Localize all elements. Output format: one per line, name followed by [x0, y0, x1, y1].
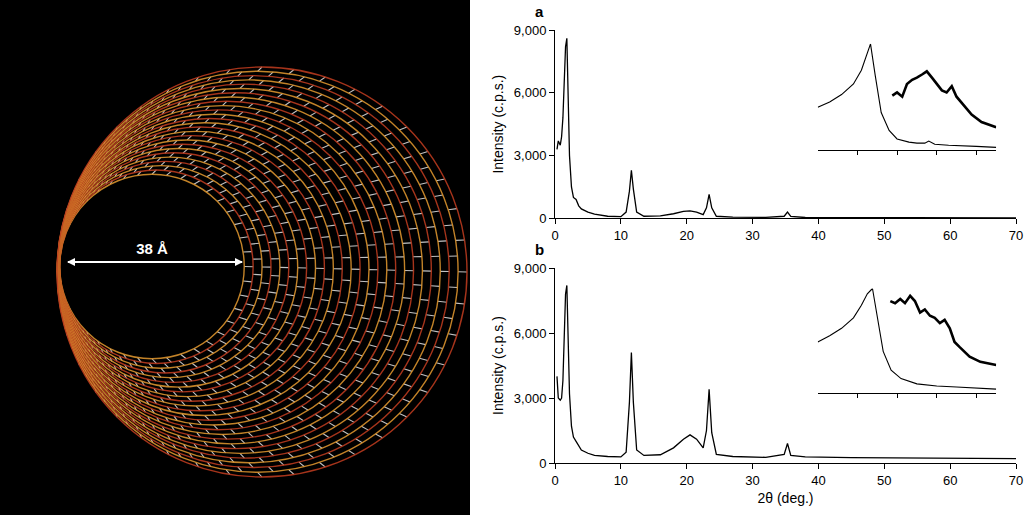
svg-text:a: a	[535, 3, 544, 20]
svg-text:b: b	[535, 241, 544, 258]
svg-text:Intensity (c.p.s.): Intensity (c.p.s.)	[490, 316, 506, 415]
svg-text:30: 30	[745, 228, 759, 243]
svg-text:10: 10	[614, 228, 628, 243]
svg-text:9,000: 9,000	[514, 23, 547, 38]
svg-text:6,000: 6,000	[514, 326, 547, 341]
svg-text:0: 0	[551, 228, 558, 243]
svg-text:60: 60	[943, 228, 957, 243]
svg-text:0: 0	[539, 456, 546, 471]
svg-text:20: 20	[679, 228, 693, 243]
svg-text:3,000: 3,000	[514, 391, 547, 406]
svg-text:50: 50	[877, 473, 891, 488]
svg-text:70: 70	[1009, 473, 1023, 488]
svg-text:3,000: 3,000	[514, 148, 547, 163]
svg-text:20: 20	[679, 473, 693, 488]
svg-text:Intensity (c.p.s.): Intensity (c.p.s.)	[490, 75, 506, 174]
svg-text:30: 30	[745, 473, 759, 488]
svg-text:10: 10	[614, 473, 628, 488]
svg-text:40: 40	[811, 473, 825, 488]
svg-text:70: 70	[1009, 228, 1023, 243]
svg-text:40: 40	[811, 228, 825, 243]
svg-text:9,000: 9,000	[514, 261, 547, 276]
svg-text:38 Å: 38 Å	[136, 240, 168, 257]
svg-text:60: 60	[943, 473, 957, 488]
svg-text:0: 0	[551, 473, 558, 488]
svg-text:0: 0	[539, 211, 546, 226]
svg-text:6,000: 6,000	[514, 85, 547, 100]
svg-text:2θ (deg.): 2θ (deg.)	[757, 490, 813, 506]
svg-text:50: 50	[877, 228, 891, 243]
